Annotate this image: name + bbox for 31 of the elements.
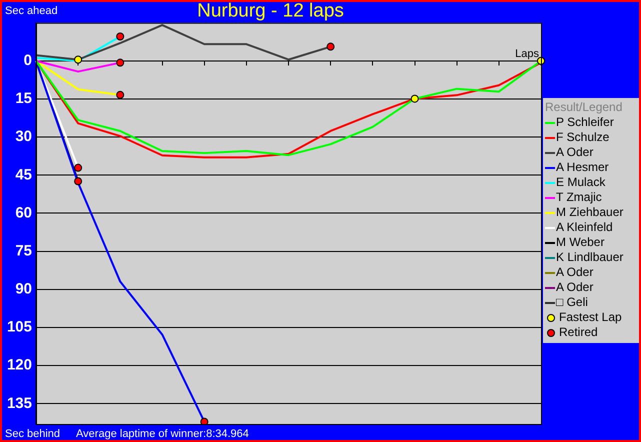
y-tick-label: 30: [15, 128, 32, 146]
legend-label: Fastest Lap: [559, 310, 622, 325]
legend-label: A Oder: [556, 280, 594, 295]
y-axis-title: Sec ahead: [5, 5, 58, 17]
legend-label: A Kleinfeld: [556, 220, 613, 235]
legend-label: A Oder: [556, 265, 594, 280]
legend-label: Retired: [559, 325, 598, 340]
legend-label: P Schleifer: [556, 115, 614, 130]
legend-label: □ Geli: [556, 295, 588, 310]
legend-label: F Schulze: [556, 130, 610, 145]
legend-label: K Lindlbauer: [556, 250, 624, 265]
y-tick-label: 60: [15, 204, 32, 222]
text: Sec behind: [5, 428, 60, 440]
y-tick-label: 75: [15, 242, 32, 260]
x-axis-title: Laps: [515, 48, 540, 60]
y-tick-label: 0: [24, 52, 32, 70]
legend-title: Result/Legend: [545, 100, 624, 115]
legend-label: T Zmajic: [556, 190, 602, 205]
y-tick-label: 120: [6, 356, 32, 374]
legend-label: M Ziehbauer: [556, 205, 624, 220]
legend-label: M Weber: [556, 235, 604, 250]
y-tick-label: 135: [6, 394, 32, 412]
legend-label: A Oder: [556, 145, 594, 160]
legend-label: E Mulack: [556, 175, 606, 190]
y-tick-label: 45: [15, 166, 32, 184]
y-tick-label: 105: [6, 318, 32, 336]
y-tick-label: 90: [15, 280, 32, 298]
legend-label: A Hesmer: [556, 160, 609, 175]
y-tick-label: 15: [15, 90, 32, 108]
chart-title: Nurburg - 12 laps: [197, 0, 344, 22]
text: Average laptime of winner:8:34.964: [76, 428, 249, 440]
